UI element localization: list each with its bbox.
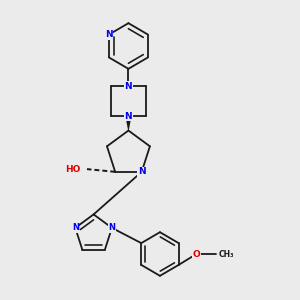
Text: N: N bbox=[108, 224, 116, 232]
Text: CH₃: CH₃ bbox=[219, 250, 235, 259]
Text: O: O bbox=[193, 250, 200, 259]
Text: N: N bbox=[124, 82, 132, 91]
Text: N: N bbox=[138, 167, 146, 176]
Text: N: N bbox=[72, 224, 79, 232]
Text: N: N bbox=[124, 112, 132, 121]
Polygon shape bbox=[125, 116, 131, 130]
Text: HO: HO bbox=[66, 165, 81, 174]
Text: N: N bbox=[105, 30, 113, 39]
